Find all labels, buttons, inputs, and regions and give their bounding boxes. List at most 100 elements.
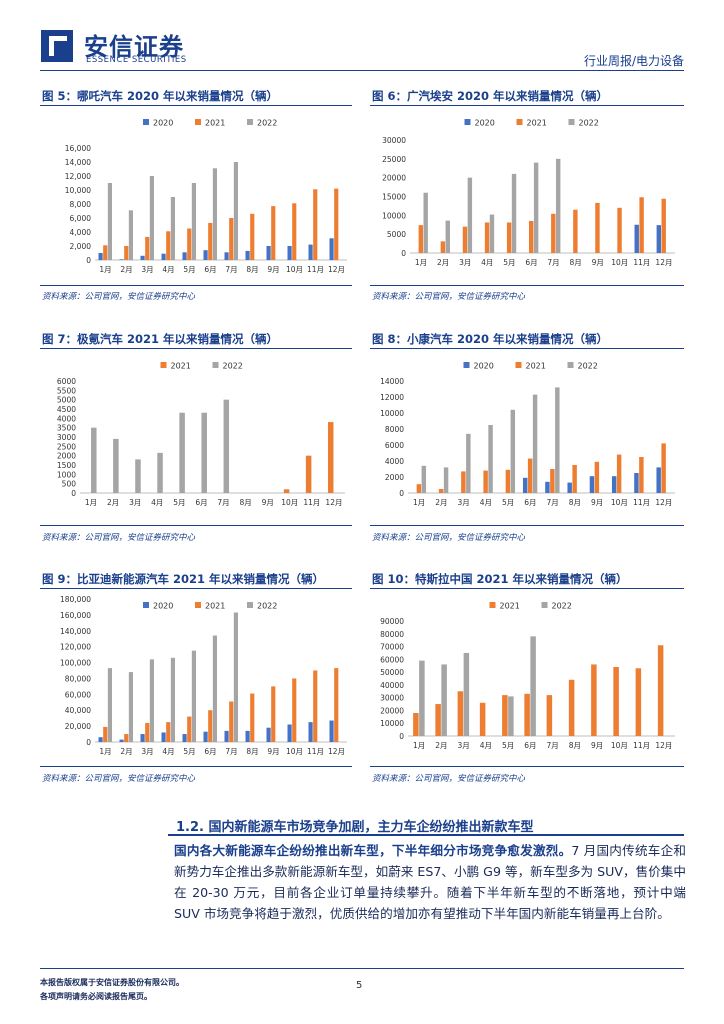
y-tick-label: 4,000 xyxy=(70,228,92,237)
bar-2021 xyxy=(103,726,108,742)
bar-2021 xyxy=(313,670,318,742)
logo-icon xyxy=(41,30,73,62)
x-tick-label: 6月 xyxy=(204,747,216,756)
bar-2022 xyxy=(107,183,112,260)
y-tick-label: 40,000 xyxy=(65,706,91,715)
figure-rule xyxy=(40,348,352,349)
bar-2020 xyxy=(161,732,166,742)
x-tick-label: 11月 xyxy=(303,498,320,507)
x-tick-label: 9月 xyxy=(591,741,603,750)
bar-2021 xyxy=(305,455,312,493)
y-tick-label: 10,000 xyxy=(65,186,91,195)
y-tick-label: 180,000 xyxy=(60,595,91,604)
x-tick-label: 12月 xyxy=(328,265,345,274)
bar-2020 xyxy=(245,250,250,260)
source-rule xyxy=(370,766,684,767)
legend-label: 2022 xyxy=(257,602,277,611)
y-tick-label: 0 xyxy=(399,732,404,741)
x-tick-label: 7月 xyxy=(225,265,237,274)
x-tick-label: 6月 xyxy=(525,258,537,267)
x-tick-label: 11月 xyxy=(633,258,650,267)
x-tick-label: 4月 xyxy=(480,741,492,750)
bar-2022 xyxy=(530,636,536,736)
x-tick-label: 5月 xyxy=(503,258,515,267)
bar-2021 xyxy=(271,206,276,260)
bar-2021 xyxy=(657,645,664,736)
bar-2020 xyxy=(329,238,334,260)
y-tick-label: 20000 xyxy=(380,706,404,715)
x-tick-label: 3月 xyxy=(459,258,471,267)
y-tick-label: 4000 xyxy=(57,414,76,423)
x-tick-label: 6月 xyxy=(195,498,207,507)
legend-label: 2022 xyxy=(552,602,572,611)
x-tick-label: 3月 xyxy=(129,498,141,507)
x-tick-label: 8月 xyxy=(569,498,581,507)
x-tick-label: 11月 xyxy=(633,498,650,507)
y-tick-label: 40000 xyxy=(380,681,404,690)
bar-2021 xyxy=(616,454,622,493)
bar-2021 xyxy=(457,691,464,736)
section-paragraph: 7 月国内传统车企和新势力车企推出多款新能源新车型，如蔚来 ES7、小鹏 G9 … xyxy=(174,843,686,921)
x-tick-label: 8月 xyxy=(569,258,581,267)
figure-rule xyxy=(370,588,684,589)
bar-2022 xyxy=(201,412,207,493)
x-tick-label: 2月 xyxy=(107,498,119,507)
bar-2021 xyxy=(229,218,234,260)
bar-2020 xyxy=(287,246,292,260)
bar-2022 xyxy=(170,197,175,260)
x-tick-label: 7月 xyxy=(546,498,558,507)
bar-2021 xyxy=(550,469,555,493)
x-tick-label: 12月 xyxy=(655,741,672,750)
x-tick-label: 6月 xyxy=(524,741,536,750)
bar-2022 xyxy=(508,696,514,736)
bar-2022 xyxy=(423,192,428,253)
x-tick-label: 10月 xyxy=(286,265,303,274)
y-tick-label: 60000 xyxy=(380,655,404,664)
x-tick-label: 4月 xyxy=(162,747,174,756)
figure-rule xyxy=(370,105,684,106)
bar-2020 xyxy=(545,481,550,493)
figure-title: 图 7：极氪汽车 2021 年以来销量情况（辆） xyxy=(42,332,279,346)
bar-2021 xyxy=(418,225,423,253)
x-tick-label: 3月 xyxy=(457,498,469,507)
bar-2021 xyxy=(145,236,150,260)
x-tick-label: 2月 xyxy=(435,498,447,507)
bar-2022 xyxy=(421,465,427,493)
x-tick-label: 4月 xyxy=(162,265,174,274)
page-number: 5 xyxy=(356,980,363,991)
y-tick-label: 30000 xyxy=(380,694,404,703)
y-tick-label: 70000 xyxy=(380,643,404,652)
y-tick-label: 140,000 xyxy=(60,627,91,636)
bar-2022 xyxy=(532,394,538,493)
x-tick-label: 7月 xyxy=(217,498,229,507)
figure-title: 图 8：小康汽车 2020 年以来销量情况（辆） xyxy=(372,332,609,346)
section-body: 国内各大新能源车企纷纷推出新车型，下半年细分市场竞争愈发激烈。7 月国内传统车企… xyxy=(174,840,686,924)
legend-swatch xyxy=(247,119,253,125)
x-tick-label: 10月 xyxy=(281,498,298,507)
y-tick-label: 500 xyxy=(62,480,77,489)
legend-swatch xyxy=(489,602,496,608)
bar-2021 xyxy=(461,471,466,493)
x-tick-label: 12月 xyxy=(655,258,672,267)
bar-2021 xyxy=(591,664,597,736)
bar-2021 xyxy=(568,679,575,736)
y-tick-label: 20000 xyxy=(382,174,406,183)
y-tick-label: 10000 xyxy=(380,719,404,728)
x-tick-label: 12月 xyxy=(655,498,672,507)
x-tick-label: 9月 xyxy=(262,498,274,507)
bar-2022 xyxy=(489,214,495,253)
y-tick-label: 2500 xyxy=(57,442,76,451)
x-tick-label: 11月 xyxy=(633,741,650,750)
bar-2022 xyxy=(179,412,185,493)
x-tick-label: 6月 xyxy=(524,498,536,507)
y-tick-label: 6000 xyxy=(385,441,404,450)
bar-2021 xyxy=(506,222,512,253)
bar-2022 xyxy=(170,657,175,742)
bar-2020 xyxy=(182,734,187,742)
y-tick-label: 15000 xyxy=(382,193,406,202)
chart-tesla-china: 2021 2022 0 10000 20000 30000 40000 50000 60000 7… xyxy=(380,602,675,750)
bar-2020 xyxy=(224,730,229,742)
y-tick-label: 8,000 xyxy=(70,200,92,209)
legend-label: 2022 xyxy=(578,362,598,371)
legend-label: 2020 xyxy=(474,362,494,371)
